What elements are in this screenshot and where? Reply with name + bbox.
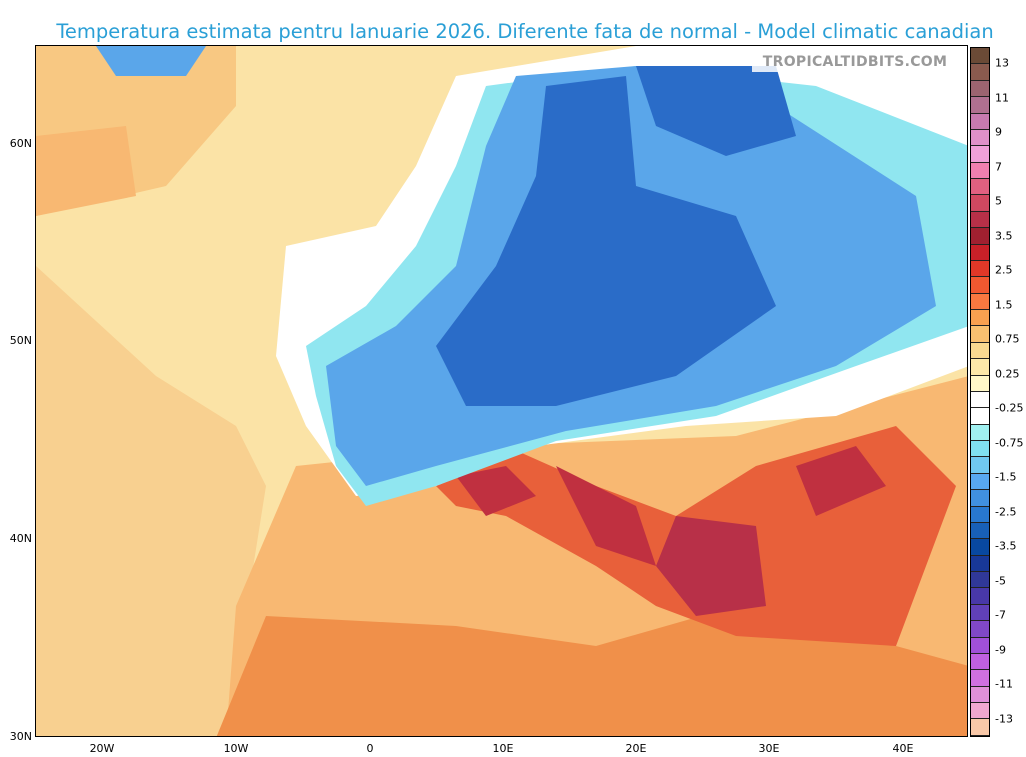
colorbar-segment — [971, 490, 989, 507]
colorbar-segment — [971, 97, 989, 114]
colorbar-segment — [971, 48, 989, 65]
map-title: Temperatura estimata pentru Ianuarie 202… — [56, 20, 994, 43]
colorbar-label: -11 — [995, 677, 1013, 691]
colorbar-segment — [971, 653, 989, 671]
colorbar-segment — [971, 80, 989, 98]
lon-label: 0 — [366, 742, 374, 755]
lon-label: 40E — [892, 742, 914, 755]
colorbar-segment — [971, 342, 989, 360]
colorbar-segment — [971, 637, 989, 654]
watermark: TROPICALTIDBITS.COM — [752, 52, 958, 72]
colorbar-segment — [971, 572, 989, 589]
colorbar-segment — [971, 359, 989, 376]
colorbar-segment — [971, 195, 989, 212]
lon-label: 10W — [223, 742, 249, 755]
colorbar-label: -7 — [995, 608, 1006, 622]
lon-label: 20E — [625, 742, 647, 755]
lon-label: 10E — [492, 742, 514, 755]
colorbar-segment — [971, 604, 989, 622]
colorbar-segment — [971, 211, 989, 229]
colorbar-label: 3.5 — [995, 229, 1013, 242]
colorbar-segment — [971, 719, 989, 736]
colorbar-label: 7 — [995, 160, 1002, 173]
colorbar-segment — [971, 244, 989, 261]
lon-label: 30E — [758, 742, 780, 755]
colorbar-label: 0.25 — [995, 367, 1020, 380]
colorbar-segment — [971, 621, 989, 638]
colorbar-segment — [971, 522, 989, 540]
colorbar-segment — [971, 129, 989, 147]
colorbar-segment — [971, 162, 989, 179]
colorbar-segment — [971, 441, 989, 458]
colorbar-label: -5 — [995, 574, 1006, 587]
lat-label: 30N — [9, 730, 32, 743]
colorbar-label: -0.75 — [995, 436, 1024, 449]
colorbar-segment — [971, 310, 989, 327]
colorbar-label: -9 — [995, 643, 1006, 656]
warm-area-iberia-west — [36, 266, 266, 736]
colorbar-segment — [971, 326, 989, 343]
lon-label: 20W — [89, 742, 115, 755]
colorbar-segment — [971, 588, 989, 605]
lat-label: 40N — [9, 532, 32, 545]
lat-label: 50N — [9, 334, 32, 347]
colorbar-label: 11 — [995, 91, 1009, 104]
colorbar-segment — [971, 473, 989, 491]
colorbar-label: -3.5 — [995, 539, 1017, 553]
colorbar-segment — [971, 293, 989, 310]
very-hot-area-tyrrhenian — [456, 466, 536, 516]
colorbar-label: -0.25 — [995, 401, 1024, 415]
colorbar-segment — [971, 260, 989, 278]
colorbar-segment — [971, 506, 989, 523]
colorbar-segment — [971, 539, 989, 556]
colorbar-label: 9 — [995, 125, 1002, 139]
colorbar-label: 1.5 — [995, 298, 1013, 311]
colorbar-segment — [971, 113, 989, 130]
colorbar-segment — [971, 555, 989, 572]
colorbar-segment — [971, 277, 989, 294]
colorbar-segment — [971, 146, 989, 163]
colorbar-label: 0.75 — [995, 332, 1020, 346]
colorbar-segment — [971, 670, 989, 687]
colorbar-label: 2.5 — [995, 263, 1013, 277]
colorbar-segment — [971, 408, 989, 425]
colorbar-segment — [971, 179, 989, 196]
colorbar-label: -2.5 — [995, 505, 1017, 518]
colorbar-label: -13 — [995, 712, 1013, 725]
very-hot-area-adriatic — [556, 466, 656, 566]
colorbar-segment — [971, 457, 989, 474]
colorbar-label: -1.5 — [995, 470, 1017, 484]
colorbar-segment — [971, 703, 989, 720]
very-hot-area-aegean — [656, 516, 766, 616]
colorbar-label: 13 — [995, 56, 1009, 70]
colorbar-segment — [971, 375, 989, 392]
temperature-anomaly-map — [35, 45, 968, 737]
cold-area-iceland — [96, 46, 206, 76]
very-hot-area-blacksea — [796, 446, 886, 516]
anomaly-field — [36, 46, 967, 736]
lat-label: 60N — [9, 137, 32, 150]
colorbar-segment — [971, 64, 989, 81]
colorbar — [970, 47, 990, 737]
colorbar-segment — [971, 228, 989, 245]
colorbar-segment — [971, 391, 989, 409]
colorbar-label: 5 — [995, 194, 1002, 208]
colorbar-segment — [971, 424, 989, 441]
colorbar-segment — [971, 686, 989, 703]
very-cold-area — [436, 76, 776, 406]
very-cold-area-finland — [636, 66, 796, 156]
warm-area-atlantic — [36, 126, 136, 216]
